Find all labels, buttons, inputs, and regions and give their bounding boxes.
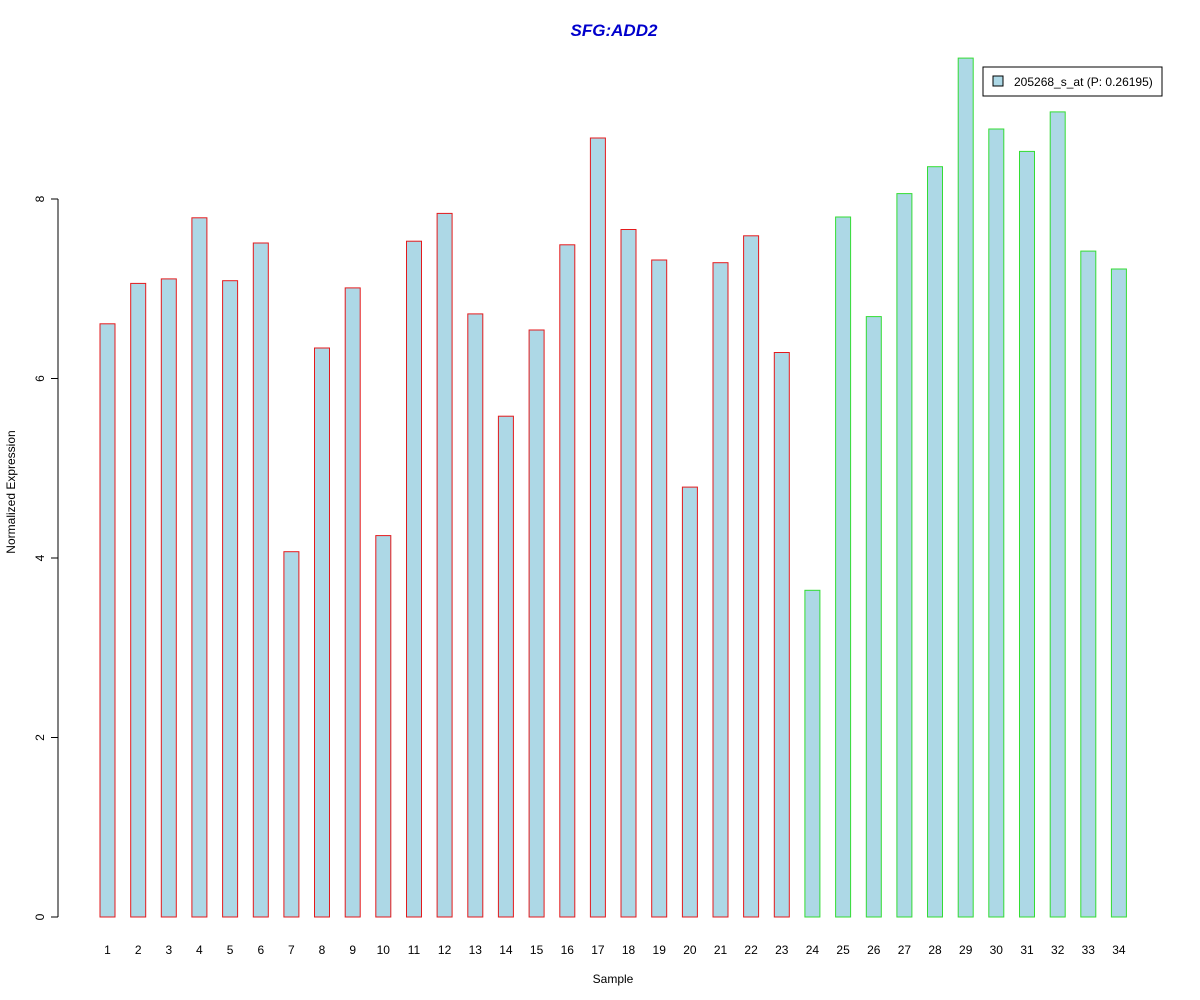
x-tick-label: 34	[1112, 943, 1126, 957]
x-tick-label: 33	[1082, 943, 1096, 957]
bar-sample-26	[865, 316, 882, 918]
bar-sample-8	[314, 347, 330, 918]
legend-swatch	[992, 75, 1004, 87]
x-axis-title: Sample	[593, 972, 634, 986]
x-tick-label: 17	[591, 943, 605, 957]
x-tick-label: 16	[561, 943, 575, 957]
chart-title: SFG:ADD2	[571, 21, 658, 40]
x-tick-label: 18	[622, 943, 636, 957]
x-tick-label: 26	[867, 943, 881, 957]
bar-sample-15	[528, 329, 545, 918]
bar-sample-31	[1019, 150, 1035, 918]
x-tick-label: 6	[257, 943, 264, 957]
x-tick-label: 24	[806, 943, 820, 957]
bar-sample-29	[957, 57, 974, 918]
legend-box	[982, 66, 1163, 97]
x-tick-label: 29	[959, 943, 973, 957]
x-tick-label: 31	[1020, 943, 1034, 957]
x-tick-label: 23	[775, 943, 789, 957]
bar-sample-18	[620, 229, 637, 918]
x-tick-label: 1	[104, 943, 111, 957]
bar-sample-6	[252, 242, 269, 918]
bar-sample-3	[160, 278, 177, 918]
x-tick-label: 30	[990, 943, 1004, 957]
x-tick-label: 22	[744, 943, 758, 957]
x-tick-label: 12	[438, 943, 452, 957]
x-tick-label: 21	[714, 943, 728, 957]
bar-sample-17	[589, 137, 606, 918]
bar-sample-9	[344, 287, 361, 918]
bar-sample-5	[222, 280, 239, 918]
x-tick-label: 19	[653, 943, 667, 957]
bar-sample-28	[927, 166, 943, 918]
y-tick-label: 0	[33, 913, 47, 920]
x-tick-label: 8	[319, 943, 326, 957]
bar-sample-12	[436, 212, 453, 918]
bar-sample-30	[988, 128, 1005, 918]
x-tick-label: 5	[227, 943, 234, 957]
x-tick-label: 3	[165, 943, 172, 957]
bar-sample-2	[130, 282, 147, 918]
bar-sample-11	[406, 240, 422, 918]
x-tick-label: 10	[377, 943, 391, 957]
bar-sample-24	[804, 589, 821, 918]
bar-sample-34	[1110, 268, 1127, 918]
x-tick-label: 11	[408, 943, 421, 957]
y-axis: 0 2 4 6 8	[33, 195, 59, 920]
y-axis-title: Normalized Expression	[4, 430, 18, 553]
x-tick-label: 32	[1051, 943, 1065, 957]
x-tick-label: 7	[288, 943, 295, 957]
bar-sample-14	[497, 415, 514, 918]
bar-sample-16	[559, 244, 576, 918]
legend: 205268_s_at (P: 0.26195)	[982, 66, 1163, 97]
x-tick-label: 2	[135, 943, 142, 957]
x-tick-label: 27	[898, 943, 912, 957]
bar-sample-25	[835, 216, 852, 918]
x-tick-label: 20	[683, 943, 697, 957]
bar-sample-1	[99, 323, 116, 918]
x-tick-labels: 1 2 3 4 5 6 7 8 9 10 11 12 13 14 15 16 17 18 19 20 21 22 23 24 2…	[104, 943, 1126, 957]
bar-sample-19	[651, 259, 668, 918]
bar-sample-22	[743, 235, 760, 918]
x-tick-label: 25	[836, 943, 850, 957]
y-tick-label: 6	[33, 375, 47, 382]
bar-sample-10	[375, 535, 392, 918]
bars-group	[99, 57, 1127, 918]
x-tick-label: 13	[469, 943, 483, 957]
bar-sample-32	[1049, 111, 1066, 918]
x-tick-label: 14	[499, 943, 513, 957]
bar-sample-27	[896, 193, 913, 918]
x-tick-label: 28	[928, 943, 942, 957]
y-tick-label: 8	[33, 195, 47, 202]
x-tick-label: 4	[196, 943, 203, 957]
x-tick-label: 9	[349, 943, 356, 957]
y-tick-label: 4	[33, 554, 47, 561]
y-tick-label: 2	[33, 734, 47, 741]
x-tick-label: 15	[530, 943, 544, 957]
bar-sample-33	[1080, 250, 1097, 918]
bar-sample-13	[467, 313, 484, 918]
bar-sample-7	[283, 551, 300, 918]
bar-sample-21	[712, 262, 729, 918]
bar-sample-23	[773, 352, 790, 918]
bar-sample-4	[191, 217, 208, 918]
bar-sample-20	[681, 486, 698, 918]
legend-label: 205268_s_at (P: 0.26195)	[1014, 75, 1153, 89]
